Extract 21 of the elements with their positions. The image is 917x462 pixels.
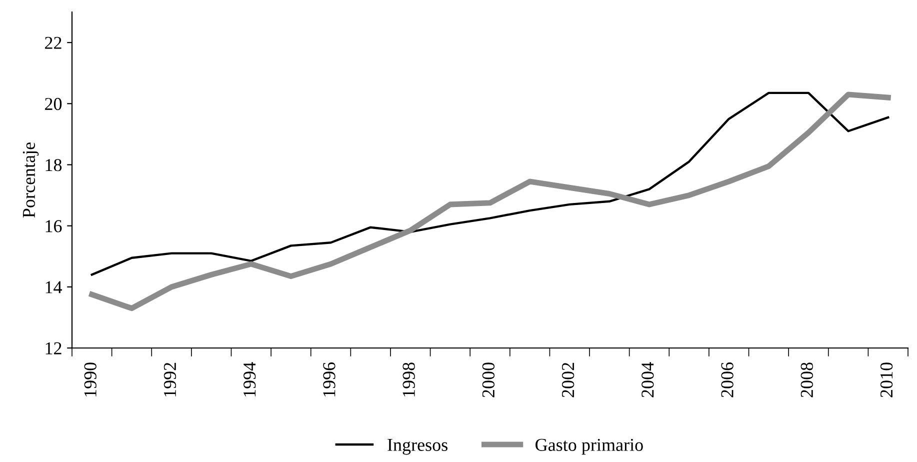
y-tick-label: 12 [46,342,62,354]
legend-label: Gasto primario [536,438,643,455]
y-tick-label: 14 [46,281,62,294]
x-tick-label: 2006 [721,362,734,398]
y-tick-label: 16 [46,220,62,232]
y-tick-label: 22 [45,36,62,49]
x-tick-label: 1998 [402,362,415,396]
y-axis-title: Porcentaje [22,142,39,218]
y-tick-label: 18 [46,158,62,172]
y-tick-label: 20 [45,98,62,110]
x-tick-label: 1996 [323,362,336,396]
x-tick-label: 1994 [244,362,256,396]
x-tick-label: 1990 [84,362,96,396]
x-tick-label: 2000 [482,362,495,398]
x-tick-label: 2004 [642,362,654,398]
x-tick-label: 2008 [800,362,813,398]
x-tick-label: 1992 [164,362,176,396]
x-tick-label: 2002 [562,362,574,398]
x-tick-label: 2010 [880,362,893,398]
line-series [90,92,890,276]
legend-label: Ingresos [388,438,448,455]
